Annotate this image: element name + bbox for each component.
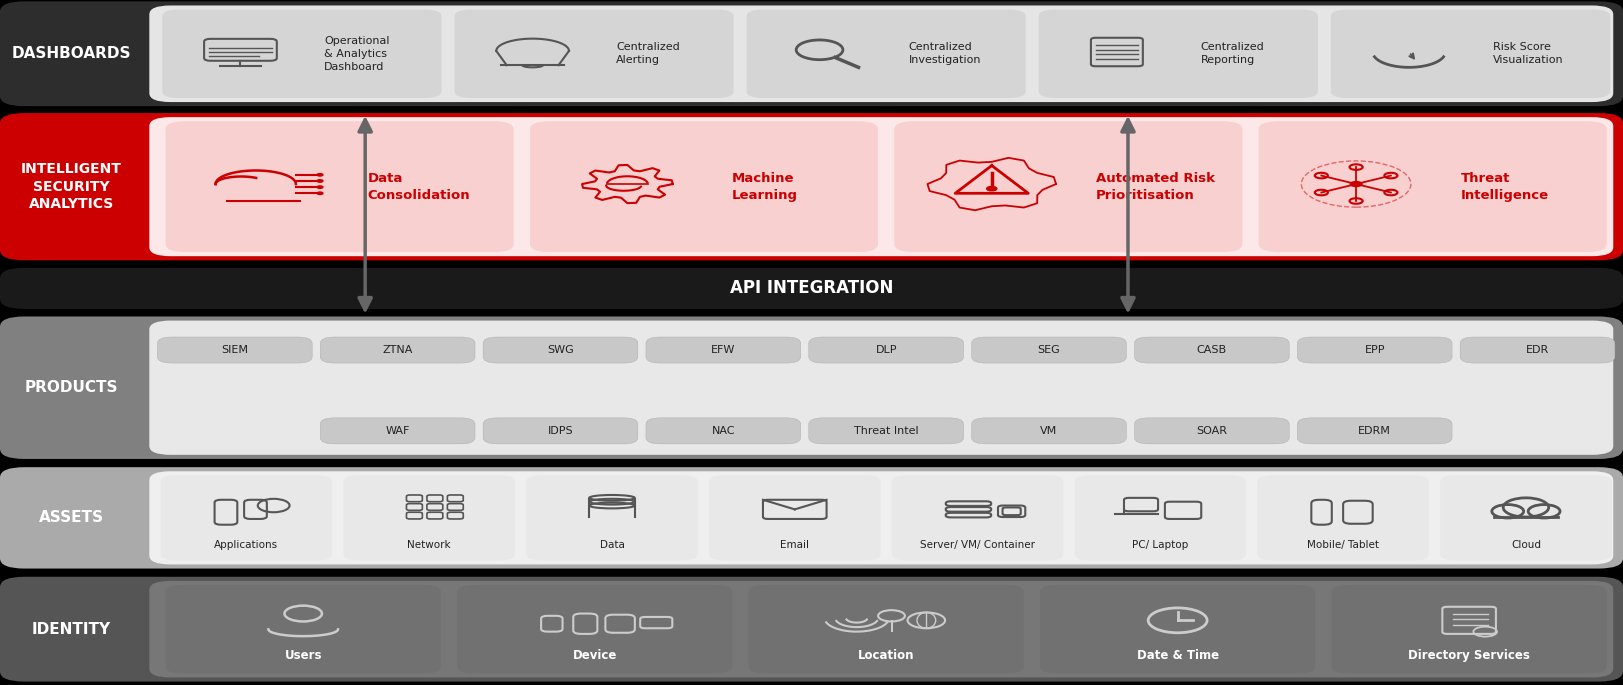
FancyBboxPatch shape xyxy=(1134,337,1289,363)
FancyBboxPatch shape xyxy=(149,581,1613,677)
Text: PC/ Laptop: PC/ Laptop xyxy=(1133,540,1188,550)
FancyBboxPatch shape xyxy=(484,418,638,444)
Text: EDRM: EDRM xyxy=(1358,426,1391,436)
Text: INTELLIGENT
SECURITY
ANALYTICS: INTELLIGENT SECURITY ANALYTICS xyxy=(21,162,122,211)
Text: CASB: CASB xyxy=(1196,345,1227,355)
FancyBboxPatch shape xyxy=(320,337,476,363)
FancyBboxPatch shape xyxy=(344,475,514,560)
FancyBboxPatch shape xyxy=(1440,475,1612,560)
Text: EPP: EPP xyxy=(1365,345,1384,355)
Text: ZTNA: ZTNA xyxy=(383,345,412,355)
FancyBboxPatch shape xyxy=(646,337,800,363)
FancyBboxPatch shape xyxy=(1331,10,1610,98)
Text: DLP: DLP xyxy=(875,345,898,355)
Circle shape xyxy=(316,192,323,195)
Text: ASSETS: ASSETS xyxy=(39,510,104,525)
Text: DASHBOARDS: DASHBOARDS xyxy=(11,47,131,61)
FancyBboxPatch shape xyxy=(162,10,441,98)
Text: IDPS: IDPS xyxy=(547,426,573,436)
Text: Mobile/ Tablet: Mobile/ Tablet xyxy=(1307,540,1380,550)
FancyBboxPatch shape xyxy=(0,1,1623,106)
Text: PRODUCTS: PRODUCTS xyxy=(24,380,118,395)
FancyBboxPatch shape xyxy=(149,117,1613,256)
FancyBboxPatch shape xyxy=(893,475,1063,560)
FancyBboxPatch shape xyxy=(454,10,734,98)
FancyBboxPatch shape xyxy=(1039,10,1318,98)
Text: SIEM: SIEM xyxy=(221,345,248,355)
FancyBboxPatch shape xyxy=(1258,475,1428,560)
Text: Directory Services: Directory Services xyxy=(1409,649,1530,662)
FancyBboxPatch shape xyxy=(1259,121,1607,252)
FancyBboxPatch shape xyxy=(149,5,1613,102)
Circle shape xyxy=(1350,182,1362,186)
Circle shape xyxy=(316,186,323,188)
Text: Threat Intel: Threat Intel xyxy=(854,426,919,436)
Text: WAF: WAF xyxy=(385,426,411,436)
Text: SWG: SWG xyxy=(547,345,575,355)
FancyBboxPatch shape xyxy=(1461,337,1615,363)
FancyBboxPatch shape xyxy=(157,337,312,363)
Text: Centralized
Investigation: Centralized Investigation xyxy=(909,42,980,65)
Text: Data: Data xyxy=(599,540,625,550)
Text: Centralized
Reporting: Centralized Reporting xyxy=(1201,42,1264,65)
Text: EDR: EDR xyxy=(1526,345,1548,355)
FancyBboxPatch shape xyxy=(320,418,476,444)
Text: NAC: NAC xyxy=(711,426,735,436)
Text: API INTEGRATION: API INTEGRATION xyxy=(730,279,893,297)
FancyBboxPatch shape xyxy=(0,113,1623,260)
FancyBboxPatch shape xyxy=(1331,585,1607,673)
FancyBboxPatch shape xyxy=(747,10,1026,98)
FancyBboxPatch shape xyxy=(1040,585,1315,673)
FancyBboxPatch shape xyxy=(484,337,638,363)
FancyBboxPatch shape xyxy=(166,585,441,673)
FancyBboxPatch shape xyxy=(808,337,964,363)
FancyBboxPatch shape xyxy=(0,467,1623,569)
FancyBboxPatch shape xyxy=(526,475,698,560)
Text: Automated Risk
Prioritisation: Automated Risk Prioritisation xyxy=(1096,172,1216,201)
FancyBboxPatch shape xyxy=(458,585,732,673)
FancyBboxPatch shape xyxy=(1074,475,1246,560)
FancyBboxPatch shape xyxy=(166,121,513,252)
FancyBboxPatch shape xyxy=(894,121,1243,252)
Text: Email: Email xyxy=(781,540,810,550)
Text: Applications: Applications xyxy=(214,540,279,550)
Text: SOAR: SOAR xyxy=(1196,426,1227,436)
Text: EFW: EFW xyxy=(711,345,735,355)
Circle shape xyxy=(987,186,997,191)
Text: Data
Consolidation: Data Consolidation xyxy=(367,172,471,201)
Text: IDENTITY: IDENTITY xyxy=(32,622,110,636)
FancyBboxPatch shape xyxy=(149,471,1613,564)
Text: Cloud: Cloud xyxy=(1511,540,1540,550)
FancyBboxPatch shape xyxy=(0,316,1623,459)
FancyBboxPatch shape xyxy=(1134,418,1289,444)
Text: SEG: SEG xyxy=(1037,345,1060,355)
FancyBboxPatch shape xyxy=(0,268,1623,309)
FancyBboxPatch shape xyxy=(0,577,1623,682)
Text: Date & Time: Date & Time xyxy=(1136,649,1219,662)
Text: Network: Network xyxy=(407,540,451,550)
Text: VM: VM xyxy=(1040,426,1058,436)
FancyBboxPatch shape xyxy=(1297,337,1453,363)
FancyBboxPatch shape xyxy=(161,475,333,560)
Text: Location: Location xyxy=(859,649,914,662)
Text: Machine
Learning: Machine Learning xyxy=(732,172,799,201)
FancyBboxPatch shape xyxy=(709,475,880,560)
FancyBboxPatch shape xyxy=(646,418,800,444)
Circle shape xyxy=(316,173,323,176)
FancyBboxPatch shape xyxy=(1297,418,1453,444)
Text: Users: Users xyxy=(284,649,321,662)
Text: Server/ VM/ Container: Server/ VM/ Container xyxy=(920,540,1035,550)
FancyBboxPatch shape xyxy=(808,418,964,444)
FancyBboxPatch shape xyxy=(972,337,1126,363)
Circle shape xyxy=(316,179,323,182)
FancyBboxPatch shape xyxy=(529,121,878,252)
FancyBboxPatch shape xyxy=(972,418,1126,444)
Text: Threat
Intelligence: Threat Intelligence xyxy=(1461,172,1548,201)
Text: Centralized
Alerting: Centralized Alerting xyxy=(617,42,680,65)
FancyBboxPatch shape xyxy=(149,321,1613,455)
FancyBboxPatch shape xyxy=(748,585,1024,673)
Text: Operational
& Analytics
Dashboard: Operational & Analytics Dashboard xyxy=(325,36,390,72)
Text: Device: Device xyxy=(573,649,617,662)
Text: Risk Score
Visualization: Risk Score Visualization xyxy=(1493,42,1563,65)
